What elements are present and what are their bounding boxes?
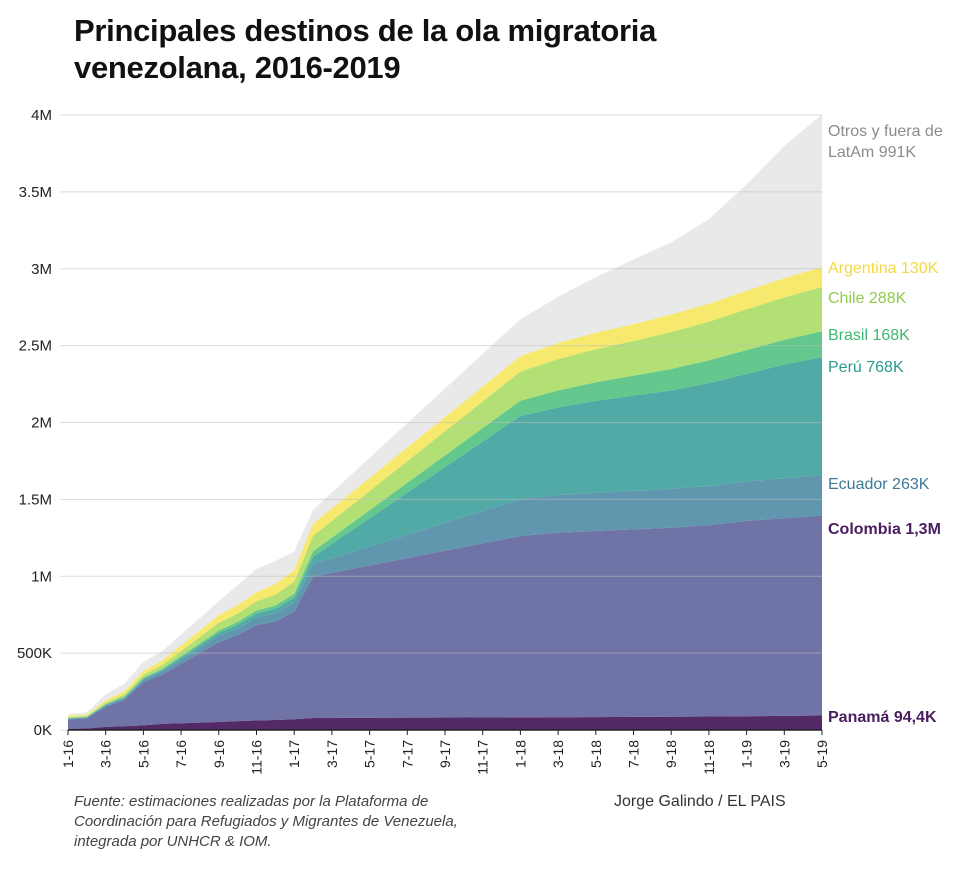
series-label: Brasil 168K <box>828 327 910 344</box>
area-series-8 <box>68 114 822 716</box>
series-label: Perú 768K <box>828 359 904 376</box>
y-tick-label: 0K <box>34 722 52 739</box>
y-tick-label: 4M <box>31 107 52 124</box>
x-tick-label: 9-18 <box>663 740 679 768</box>
area-series-5 <box>68 331 822 719</box>
y-tick-label: 3.5M <box>19 184 52 201</box>
x-tick-label: 3-16 <box>98 740 114 768</box>
x-tick-label: 7-18 <box>626 740 642 768</box>
chart-title: Principales destinos de la ola migratori… <box>74 12 834 86</box>
y-tick-label: 500K <box>17 645 52 662</box>
x-tick-label: 5-17 <box>362 740 378 768</box>
source-line: Fuente: estimaciones realizadas por la P… <box>74 793 429 810</box>
x-tick-label: 5-19 <box>814 740 830 768</box>
x-tick-label: 7-17 <box>399 740 415 768</box>
x-tick-label: 3-17 <box>324 740 340 768</box>
chart-title-text: Principales destinos de la ola migratori… <box>74 13 657 85</box>
series-label: Colombia 1,3M <box>828 521 941 538</box>
area-series-1 <box>68 715 822 730</box>
series-label: Panamá 94,4K <box>828 709 937 726</box>
y-tick-label: 1.5M <box>19 491 52 508</box>
y-tick-label: 3M <box>31 261 52 278</box>
series-label: LatAm 991K <box>828 144 916 161</box>
series-label: Chile 288K <box>828 290 907 307</box>
x-tick-label: 9-17 <box>437 740 453 768</box>
x-tick-label: 7-16 <box>173 740 189 768</box>
x-tick-label: 5-18 <box>588 740 604 768</box>
x-tick-label: 1-16 <box>60 740 76 768</box>
source-line: Coordinación para Refugiados y Migrantes… <box>74 813 458 830</box>
x-tick-label: 3-18 <box>550 740 566 768</box>
x-tick-label: 1-19 <box>739 740 755 768</box>
y-tick-label: 2.5M <box>19 338 52 355</box>
x-tick-label: 1-18 <box>512 740 528 768</box>
series-label: Otros y fuera de <box>828 123 943 140</box>
x-tick-label: 11-18 <box>701 740 717 775</box>
source-line: integrada por UNHCR & IOM. <box>74 833 272 850</box>
series-label: Argentina 130K <box>828 260 939 277</box>
area-series-6 <box>68 287 822 718</box>
x-tick-label: 3-19 <box>776 740 792 768</box>
area-series-4 <box>68 357 822 719</box>
area-series-7 <box>68 267 822 718</box>
x-tick-label: 11-17 <box>475 740 491 775</box>
x-tick-label: 11-16 <box>249 740 265 775</box>
author-credit: Jorge Galindo / EL PAIS <box>614 793 786 810</box>
source-note: Fuente: estimaciones realizadas por la P… <box>74 792 494 852</box>
x-tick-label: 5-16 <box>135 740 151 768</box>
x-tick-label: 1-17 <box>286 740 302 768</box>
y-tick-label: 2M <box>31 415 52 432</box>
y-tick-label: 1M <box>31 568 52 585</box>
area-series-2 <box>68 515 822 729</box>
x-tick-label: 9-16 <box>211 740 227 768</box>
series-label: Ecuador 263K <box>828 476 930 493</box>
